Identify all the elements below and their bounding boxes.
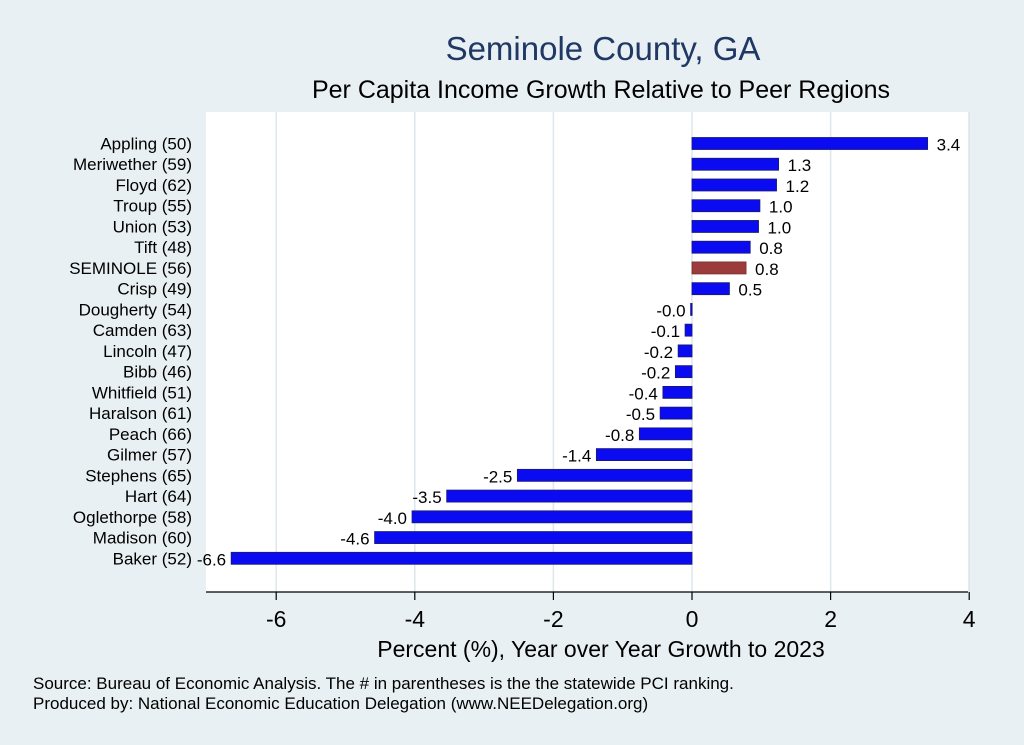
value-label: -0.2 (644, 343, 673, 362)
category-label: Haralson (61) (89, 404, 192, 423)
bar (684, 323, 693, 337)
category-label: Troup (55) (113, 197, 192, 216)
value-label: -6.6 (197, 550, 226, 569)
value-label: -2.5 (483, 467, 512, 486)
category-label: Madison (60) (93, 529, 192, 548)
bar (677, 344, 693, 358)
value-label: -0.0 (656, 301, 685, 320)
category-label: Union (53) (113, 217, 192, 236)
bar (691, 282, 730, 296)
bar (691, 220, 759, 233)
x-tick-label: 2 (824, 606, 837, 632)
bar (691, 199, 761, 213)
value-label: 1.2 (786, 177, 810, 196)
value-label: -0.8 (605, 426, 634, 445)
bar (374, 531, 693, 544)
value-label: -0.2 (641, 364, 670, 383)
category-label: Meriwether (59) (73, 155, 192, 174)
x-axis-ticks: -6 -4 -2 0 2 4 (266, 592, 976, 632)
x-tick-label: 4 (963, 606, 976, 632)
bar (638, 427, 693, 441)
bar (516, 468, 693, 482)
value-label: 1.0 (768, 218, 792, 237)
category-label: Appling (50) (100, 135, 192, 154)
chart-title: Seminole County, GA (446, 30, 761, 67)
source-note: Source: Bureau of Economic Analysis. The… (33, 674, 734, 693)
x-tick-label: -4 (405, 606, 426, 632)
bar (659, 406, 693, 420)
bar (230, 551, 693, 565)
x-tick-label: -2 (543, 606, 563, 632)
category-label: Whitfield (51) (92, 383, 192, 402)
category-label: Camden (63) (93, 321, 192, 340)
bar (411, 510, 693, 524)
category-label: Bibb (46) (123, 363, 192, 382)
value-label: 1.0 (769, 198, 793, 217)
x-tick-label: -6 (266, 606, 286, 632)
value-label: -0.1 (651, 322, 680, 341)
value-label: 0.5 (738, 281, 762, 300)
value-label: -3.5 (412, 488, 441, 507)
bar (691, 137, 929, 150)
category-labels: Appling (50)Meriwether (59) Floyd (62) Tro… (69, 135, 192, 569)
category-label: Hart (64) (125, 487, 192, 506)
value-label: 0.8 (755, 260, 779, 279)
x-axis-label: Percent (%), Year over Year Growth to 20… (377, 636, 825, 662)
value-label: -4.6 (340, 530, 369, 549)
bar (691, 240, 751, 254)
category-label: Dougherty (54) (79, 300, 192, 319)
bar (691, 178, 777, 192)
category-label: Baker (52) (113, 549, 192, 568)
bar (662, 385, 693, 399)
category-label: Stephens (65) (85, 466, 192, 485)
value-label: -0.5 (626, 405, 655, 424)
x-tick-label: 0 (686, 606, 699, 632)
value-label: 0.8 (759, 239, 783, 258)
category-label: SEMINOLE (56) (69, 259, 192, 278)
category-label: Floyd (62) (115, 176, 192, 195)
category-label: Lincoln (47) (103, 342, 192, 361)
category-label: Peach (66) (109, 425, 192, 444)
value-label: -4.0 (378, 509, 407, 528)
category-label: Tift (48) (134, 238, 192, 257)
bar (691, 157, 780, 171)
value-label: -0.4 (629, 384, 658, 403)
value-labels: 3.4 1.3 1.2 1.01.0 0.8 0.8 0.5 -0.0 -0.1 -0.2 -0.2… (197, 136, 960, 570)
bars (230, 137, 929, 565)
bar (446, 489, 693, 503)
chart-subtitle: Per Capita Income Growth Relative to Pee… (312, 76, 890, 104)
value-label: 1.3 (788, 156, 812, 175)
bar (595, 448, 693, 462)
value-label: -1.4 (562, 447, 591, 466)
producer-note: Produced by: National Economic Education… (33, 694, 649, 713)
category-label: Gilmer (57) (107, 446, 192, 465)
bar (691, 261, 747, 275)
category-label: Crisp (49) (117, 280, 192, 299)
bar (674, 365, 693, 379)
category-label: Oglethorpe (58) (73, 508, 192, 527)
bar (690, 303, 693, 316)
value-label: 3.4 (937, 136, 961, 155)
